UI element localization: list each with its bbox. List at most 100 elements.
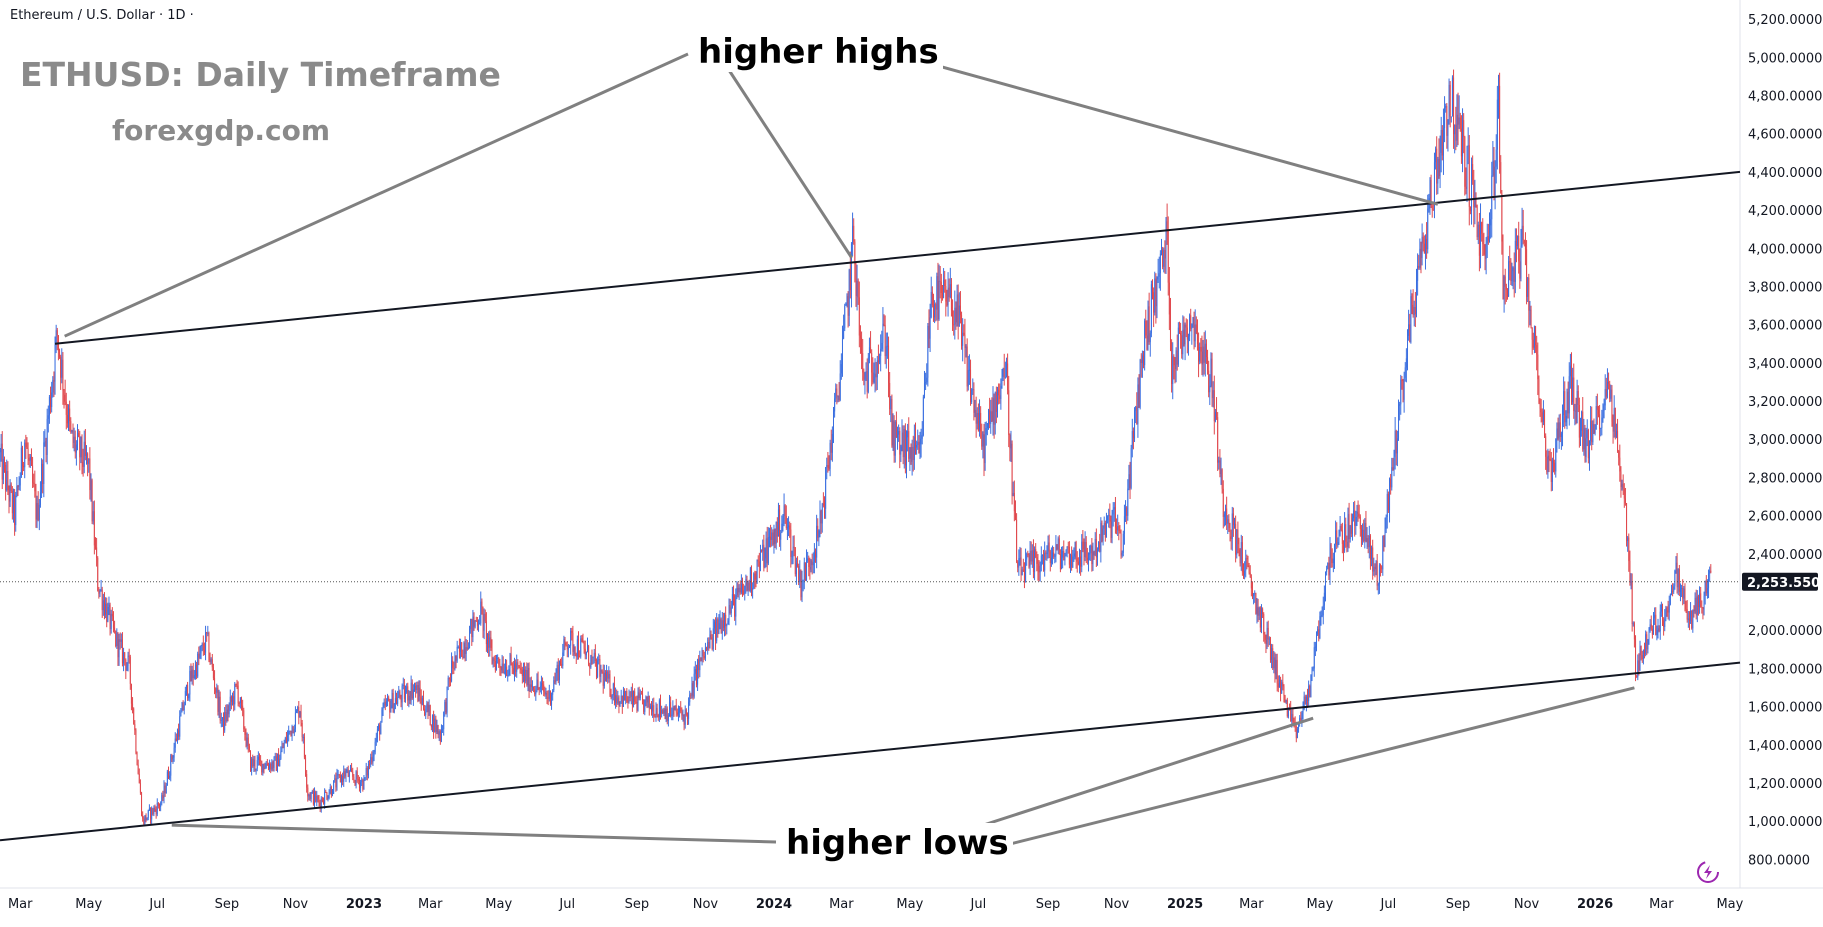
candle	[1125, 500, 1127, 522]
candle	[212, 663, 214, 681]
candle	[907, 423, 909, 452]
candle	[1238, 537, 1240, 557]
candle	[1468, 135, 1470, 226]
candle-body	[249, 750, 251, 772]
candle-body	[1468, 145, 1470, 207]
candle-body	[20, 447, 22, 478]
symbol-header[interactable]: Ethereum / U.S. Dollar · 1D ·	[10, 8, 194, 23]
candle-body	[965, 346, 967, 348]
candle	[1093, 550, 1095, 560]
candle-body	[524, 669, 526, 682]
candle-body	[740, 583, 742, 593]
candle	[75, 440, 77, 466]
candle	[948, 278, 950, 302]
candle-body	[135, 730, 137, 753]
candle	[934, 300, 936, 324]
candle-body	[419, 687, 421, 697]
candle	[214, 670, 216, 695]
candle-body	[458, 646, 460, 652]
candle-body	[410, 682, 412, 701]
candle	[935, 302, 937, 322]
candle	[487, 633, 489, 654]
candle	[1275, 653, 1277, 680]
candle-body	[1709, 570, 1711, 574]
candle	[1202, 339, 1204, 377]
candle	[1269, 636, 1271, 663]
candle-body	[497, 657, 499, 659]
candle-body	[1670, 591, 1672, 595]
candle-body	[43, 442, 45, 485]
candle-body	[538, 687, 540, 690]
candle-body	[127, 655, 129, 666]
candle	[38, 498, 40, 531]
candle	[252, 754, 254, 768]
candle	[1369, 534, 1371, 570]
candle-body	[1639, 645, 1641, 671]
candle	[1411, 293, 1413, 315]
lightning-circle-icon[interactable]	[1697, 861, 1719, 883]
candle-body	[932, 305, 934, 318]
candle-body	[282, 746, 284, 749]
candle	[1053, 546, 1055, 559]
candle	[1173, 354, 1175, 380]
candle	[648, 695, 650, 716]
candle	[1136, 392, 1138, 425]
candle	[617, 690, 619, 705]
candle	[1095, 528, 1097, 567]
candle-body	[271, 762, 273, 770]
candle	[1396, 430, 1398, 467]
candle-body	[211, 659, 213, 668]
candle	[1044, 541, 1046, 577]
candle-body	[508, 669, 510, 675]
candle-body	[1068, 546, 1070, 565]
candle-body	[1038, 569, 1040, 573]
candle	[219, 691, 221, 724]
candle	[325, 789, 327, 793]
candle	[584, 640, 586, 660]
candle-body	[170, 755, 172, 776]
candle-body	[291, 726, 293, 736]
candle	[1337, 537, 1339, 548]
candle-body	[540, 683, 542, 687]
candle-body	[255, 768, 257, 770]
candle	[849, 251, 851, 299]
candle-body	[828, 468, 830, 470]
candle-body	[570, 630, 572, 646]
candle	[510, 646, 512, 666]
candle	[1690, 602, 1692, 624]
candle-body	[774, 529, 776, 544]
candle	[276, 753, 278, 773]
candle-body	[1574, 410, 1576, 412]
candle-body	[895, 421, 897, 438]
candle	[367, 760, 369, 779]
x-tick-label: May	[75, 897, 102, 912]
candle	[1478, 212, 1480, 272]
candle-body	[527, 667, 529, 686]
candle	[1464, 135, 1466, 196]
candle	[1453, 69, 1455, 149]
candle	[397, 690, 399, 707]
candle	[1248, 562, 1250, 575]
candle-body	[1591, 420, 1593, 443]
candle-body	[1057, 538, 1059, 550]
candle	[954, 290, 956, 340]
candle-body	[210, 659, 212, 662]
candle	[1327, 562, 1329, 570]
candle	[57, 335, 59, 361]
candle-body	[342, 775, 344, 782]
candle-body	[21, 447, 23, 466]
candle	[826, 457, 828, 480]
candle-body	[772, 532, 774, 545]
candle	[1613, 395, 1615, 438]
candle	[800, 569, 802, 601]
candle	[645, 695, 647, 707]
candle	[771, 527, 773, 547]
candle	[1569, 353, 1571, 389]
candle-body	[68, 408, 70, 424]
candle	[873, 362, 875, 384]
candle-body	[490, 637, 492, 648]
candle	[1132, 427, 1134, 450]
candle	[453, 661, 455, 675]
